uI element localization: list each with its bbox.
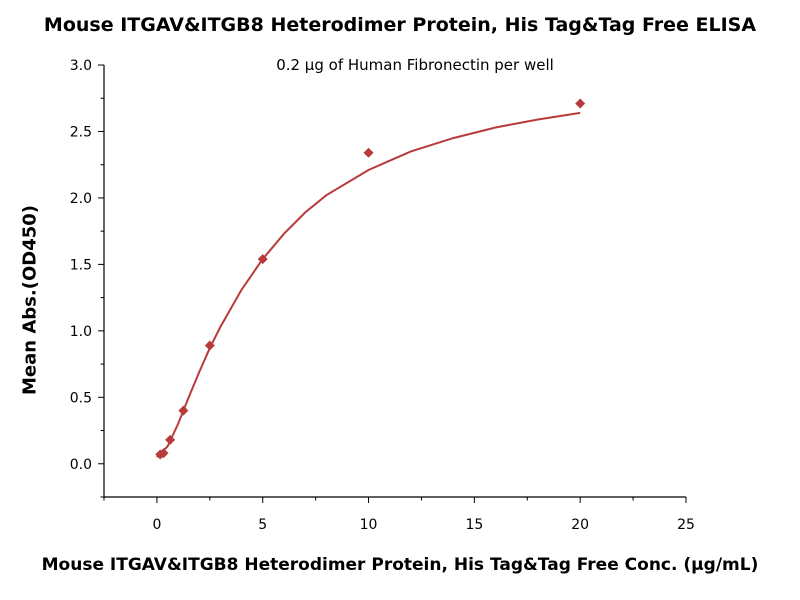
ticks: 0 5 10 15 20 25 0.0 0.5 1.0 1.5 2.0 2.5 3.0: [70, 58, 695, 533]
x-tick-label: 15: [465, 517, 483, 533]
fit-curve: [156, 111, 581, 458]
x-axis-label: Mouse ITGAV&ITGB8 Heterodimer Protein, H…: [41, 555, 759, 575]
data-point: [257, 254, 268, 265]
fit-curve-layer: [156, 111, 581, 458]
y-tick-label: 3.0: [70, 58, 92, 74]
axes: [103, 65, 686, 498]
y-tick-label: 2.5: [70, 124, 92, 140]
data-point: [178, 405, 189, 416]
chart-subtitle: 0.2 μg of Human Fibronectin per well: [276, 56, 554, 74]
x-tick-label: 10: [360, 517, 378, 533]
data-point: [575, 98, 586, 109]
x-tick-label: 0: [152, 517, 161, 533]
data-point: [204, 340, 215, 351]
x-tick-label: 20: [571, 517, 589, 533]
x-tick-label: 5: [258, 517, 267, 533]
y-tick-label: 0.0: [70, 457, 92, 473]
x-tick-label: 25: [677, 517, 695, 533]
data-point: [158, 448, 169, 459]
data-points-layer: [155, 98, 586, 460]
y-tick-label: 2.0: [70, 191, 92, 207]
y-tick-label: 0.5: [70, 390, 92, 406]
y-tick-label: 1.5: [70, 257, 92, 273]
data-point: [363, 147, 374, 158]
chart-title: Mouse ITGAV&ITGB8 Heterodimer Protein, H…: [43, 14, 757, 36]
y-tick-label: 1.0: [70, 324, 92, 340]
data-point: [165, 434, 176, 445]
